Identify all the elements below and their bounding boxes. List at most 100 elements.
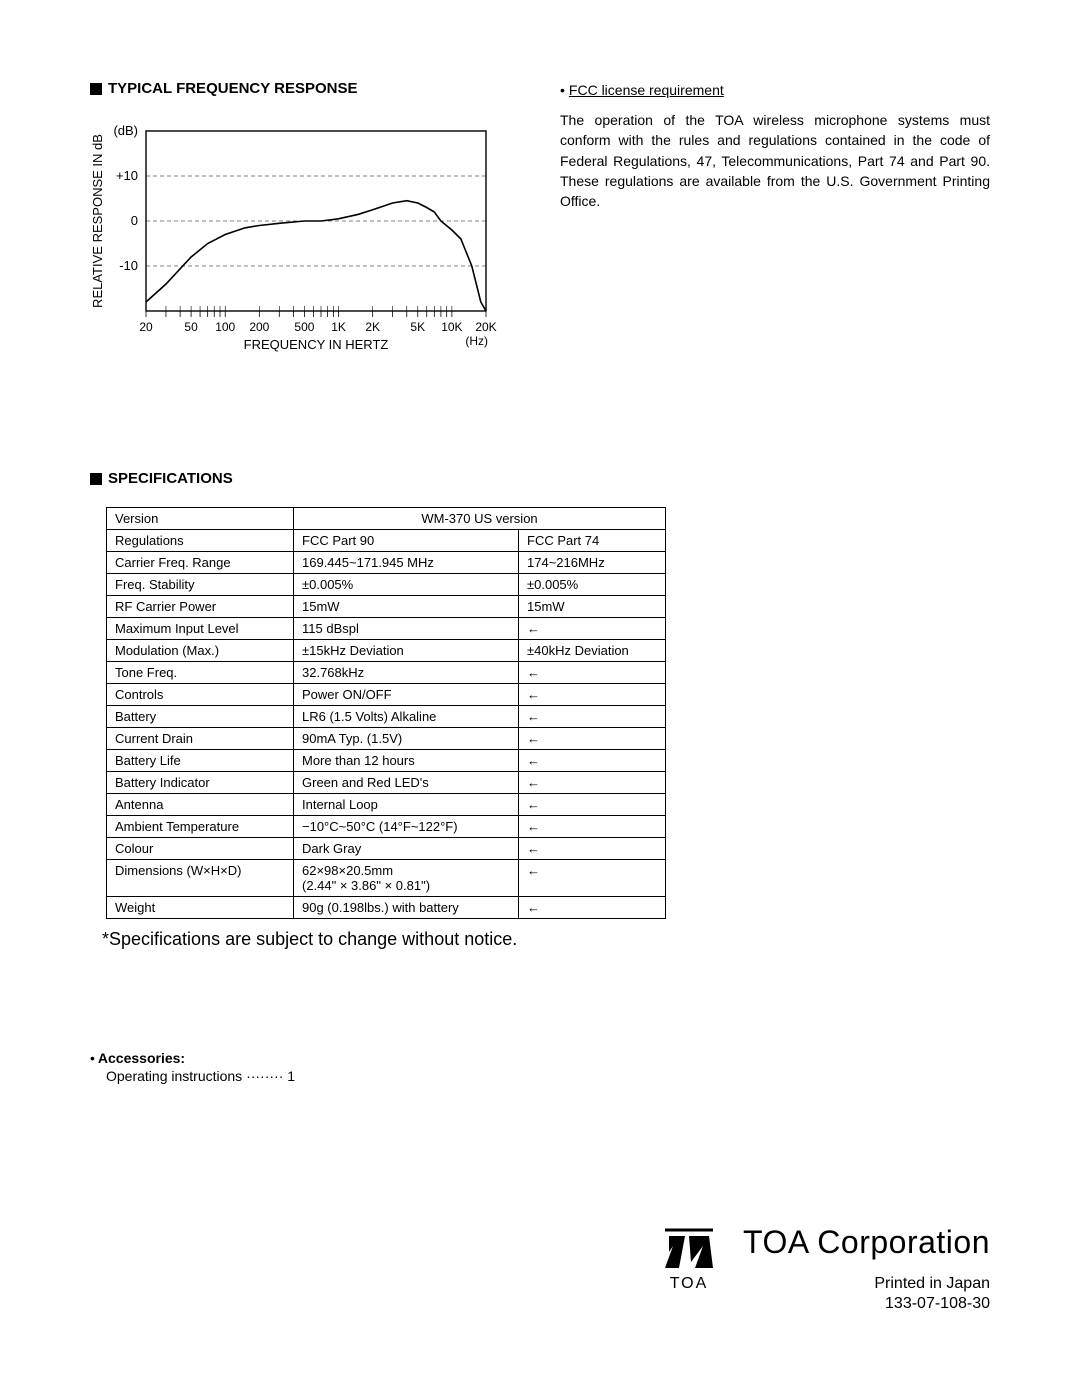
spec-value-b: ← <box>519 816 666 838</box>
svg-text:20K: 20K <box>475 320 496 334</box>
spec-value-b: ← <box>519 897 666 919</box>
specs-header-label: Version <box>107 508 294 530</box>
spec-label: Regulations <box>107 530 294 552</box>
spec-value-b: ← <box>519 662 666 684</box>
spec-value-b: 15mW <box>519 596 666 618</box>
freq-response-title: TYPICAL FREQUENCY RESPONSE <box>90 80 510 97</box>
spec-value-a: ±15kHz Deviation <box>294 640 519 662</box>
spec-label: Antenna <box>107 794 294 816</box>
spec-value-a: FCC Part 90 <box>294 530 519 552</box>
toa-logo: TOA <box>659 1224 719 1294</box>
spec-value-a: 90mA Typ. (1.5V) <box>294 728 519 750</box>
spec-value-b: 174~216MHz <box>519 552 666 574</box>
spec-label: Freq. Stability <box>107 574 294 596</box>
spec-value-a: 115 dBspl <box>294 618 519 640</box>
table-row: Freq. Stability±0.005%±0.005% <box>107 574 666 596</box>
svg-text:FREQUENCY IN HERTZ: FREQUENCY IN HERTZ <box>244 337 389 352</box>
section-marker-icon <box>90 473 102 485</box>
spec-value-b: FCC Part 74 <box>519 530 666 552</box>
svg-text:RELATIVE RESPONSE IN dB: RELATIVE RESPONSE IN dB <box>90 134 105 308</box>
table-row: Dimensions (W×H×D)62×98×20.5mm(2.44" × 3… <box>107 860 666 897</box>
spec-label: Battery Life <box>107 750 294 772</box>
specs-title: SPECIFICATIONS <box>90 470 990 487</box>
svg-text:5K: 5K <box>410 320 425 334</box>
spec-value-b: ← <box>519 794 666 816</box>
fcc-title: •FCC license requirement <box>560 82 990 98</box>
table-row: Ambient Temperature−10°C~50°C (14°F~122°… <box>107 816 666 838</box>
table-row: ControlsPower ON/OFF← <box>107 684 666 706</box>
spec-value-a: ±0.005% <box>294 574 519 596</box>
svg-text:(Hz): (Hz) <box>465 334 488 348</box>
table-row: AntennaInternal Loop← <box>107 794 666 816</box>
spec-value-b: ← <box>519 684 666 706</box>
svg-text:500: 500 <box>294 320 314 334</box>
spec-value-a: More than 12 hours <box>294 750 519 772</box>
spec-value-b: ← <box>519 838 666 860</box>
svg-text:1K: 1K <box>331 320 346 334</box>
freq-response-title-text: TYPICAL FREQUENCY RESPONSE <box>108 80 358 97</box>
spec-value-a: −10°C~50°C (14°F~122°F) <box>294 816 519 838</box>
table-row: Battery IndicatorGreen and Red LED's← <box>107 772 666 794</box>
spec-value-a: Green and Red LED's <box>294 772 519 794</box>
svg-text:10K: 10K <box>441 320 462 334</box>
spec-label: Controls <box>107 684 294 706</box>
specs-title-text: SPECIFICATIONS <box>108 470 233 487</box>
corporation-name: TOA Corporation <box>743 1224 990 1261</box>
spec-value-a: Power ON/OFF <box>294 684 519 706</box>
svg-text:(dB): (dB) <box>113 123 138 138</box>
spec-label: Carrier Freq. Range <box>107 552 294 574</box>
spec-label: Colour <box>107 838 294 860</box>
specs-note: *Specifications are subject to change wi… <box>102 929 990 950</box>
spec-label: Weight <box>107 897 294 919</box>
accessories-line: Operating instructions ········ 1 <box>106 1068 990 1084</box>
svg-text:TOA: TOA <box>670 1275 709 1292</box>
table-row: Maximum Input Level115 dBspl← <box>107 618 666 640</box>
spec-label: Ambient Temperature <box>107 816 294 838</box>
printed-in: Printed in Japan <box>874 1275 990 1293</box>
section-marker-icon <box>90 83 102 95</box>
table-row: RegulationsFCC Part 90FCC Part 74 <box>107 530 666 552</box>
svg-text:200: 200 <box>249 320 269 334</box>
spec-label: Dimensions (W×H×D) <box>107 860 294 897</box>
table-row: Tone Freq.32.768kHz← <box>107 662 666 684</box>
spec-label: Maximum Input Level <box>107 618 294 640</box>
spec-label: Battery <box>107 706 294 728</box>
spec-value-a: Internal Loop <box>294 794 519 816</box>
spec-value-a: 32.768kHz <box>294 662 519 684</box>
svg-text:-10: -10 <box>119 258 138 273</box>
spec-value-a: 169.445~171.945 MHz <box>294 552 519 574</box>
spec-value-a: 15mW <box>294 596 519 618</box>
spec-value-b: ← <box>519 772 666 794</box>
spec-label: Battery Indicator <box>107 772 294 794</box>
svg-text:20: 20 <box>139 320 153 334</box>
table-row: Battery LifeMore than 12 hours← <box>107 750 666 772</box>
svg-text:50: 50 <box>184 320 198 334</box>
fcc-body: The operation of the TOA wireless microp… <box>560 110 990 211</box>
spec-value-b: ← <box>519 860 666 897</box>
spec-value-b: ← <box>519 750 666 772</box>
table-row: RF Carrier Power15mW15mW <box>107 596 666 618</box>
table-row: ColourDark Gray← <box>107 838 666 860</box>
spec-value-b: ±40kHz Deviation <box>519 640 666 662</box>
spec-label: Tone Freq. <box>107 662 294 684</box>
spec-value-a: Dark Gray <box>294 838 519 860</box>
specs-table: VersionWM-370 US versionRegulationsFCC P… <box>106 507 666 919</box>
spec-label: Modulation (Max.) <box>107 640 294 662</box>
svg-text:2K: 2K <box>365 320 380 334</box>
svg-text:0: 0 <box>131 213 138 228</box>
spec-label: Current Drain <box>107 728 294 750</box>
svg-text:+10: +10 <box>116 168 138 183</box>
spec-value-a: LR6 (1.5 Volts) Alkaline <box>294 706 519 728</box>
table-row: Carrier Freq. Range169.445~171.945 MHz17… <box>107 552 666 574</box>
svg-text:100: 100 <box>215 320 235 334</box>
accessories-title: •Accessories: <box>90 1050 990 1066</box>
spec-value-a: 90g (0.198lbs.) with battery <box>294 897 519 919</box>
freq-response-chart: +10 0 -10 (dB) 20 50 100 200 500 1K 2K 5K 10K 20K(Hz)… <box>82 117 510 380</box>
table-row: Modulation (Max.)±15kHz Deviation±40kHz … <box>107 640 666 662</box>
spec-value-b: ← <box>519 618 666 640</box>
table-row: BatteryLR6 (1.5 Volts) Alkaline← <box>107 706 666 728</box>
accessories-title-text: Accessories: <box>98 1050 185 1066</box>
table-row: Weight90g (0.198lbs.) with battery← <box>107 897 666 919</box>
spec-value-b: ±0.005% <box>519 574 666 596</box>
spec-value-a: 62×98×20.5mm(2.44" × 3.86" × 0.81") <box>294 860 519 897</box>
